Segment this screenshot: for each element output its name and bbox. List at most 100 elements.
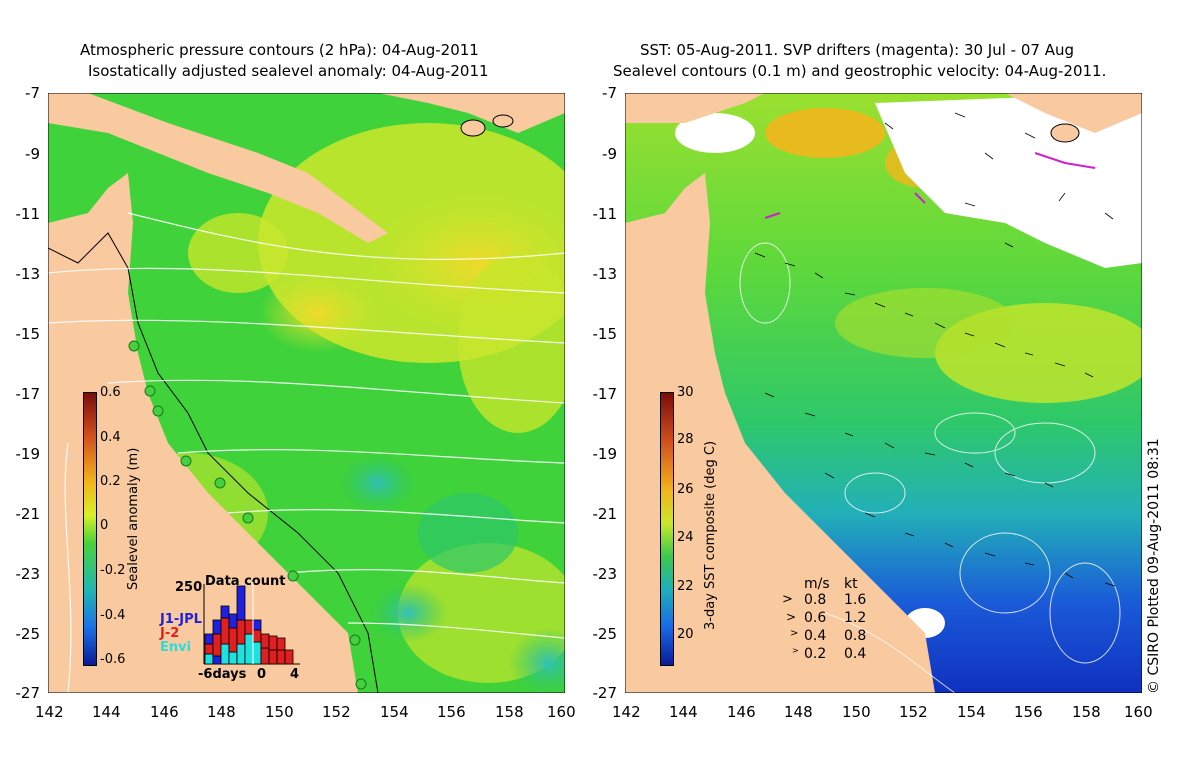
right-cbar-tick-2: 26 [677, 482, 694, 497]
lat-label: -19 [592, 445, 618, 463]
data-count-inset: Data count 250 J1-JPL J-2 Envi -6days 0 … [160, 572, 300, 684]
right-cbar-tick-4: 22 [677, 579, 694, 594]
left-title-line1: Atmospheric pressure contours (2 hPa): 0… [80, 41, 479, 59]
vel-header-ms: m/s [804, 576, 830, 592]
lon-label: 156 [1014, 703, 1043, 721]
vel-ms-2: 0.4 [804, 628, 827, 644]
lon-label: 160 [1124, 703, 1153, 721]
inset-xlabel-zero: 0 [257, 667, 267, 682]
right-cbar-tick-1: 28 [677, 432, 694, 447]
lat-label: -21 [592, 505, 618, 523]
lat-label: -17 [15, 385, 41, 403]
lat-label: -9 [602, 145, 617, 163]
right-cbar-tick-0: 30 [677, 385, 694, 400]
lon-label: 150 [842, 703, 871, 721]
png-land-right [625, 93, 765, 123]
right-map [625, 93, 1142, 693]
lat-label: -13 [15, 265, 41, 283]
lat-label: -7 [602, 84, 617, 102]
inset-legend-j2: J-2 [160, 626, 180, 641]
right-cbar-tick-3: 24 [677, 530, 694, 545]
lat-label: -11 [15, 205, 41, 223]
left-cbar-label: Sealevel anomaly (m) [126, 447, 141, 590]
lat-label: -15 [15, 325, 41, 343]
csiro-credit: © CSIRO Plotted 09-Aug-2011 08:31 [1146, 438, 1162, 694]
lon-label: 150 [265, 703, 294, 721]
lon-label: 144 [92, 703, 121, 721]
lat-label: -19 [15, 445, 41, 463]
inset-legend-j1: J1-JPL [160, 612, 202, 627]
vel-ms-1: 0.6 [804, 610, 827, 626]
lat-label: -27 [15, 684, 41, 702]
right-title-line1: SST: 05-Aug-2011. SVP drifters (magenta)… [640, 41, 1074, 59]
lat-label: -21 [15, 505, 41, 523]
tide-gauge-markers [128, 340, 367, 690]
lon-label: 144 [669, 703, 698, 721]
velocity-legend: m/s kt > 0.8 1.6 > 0.6 1.2 > 0.4 0.8 > 0… [782, 576, 872, 666]
lat-label: -9 [25, 145, 40, 163]
left-colorbar [83, 392, 97, 666]
geostrophic-velocity-arrows [754, 112, 1116, 587]
svp-drifter-tracks [764, 152, 1096, 219]
left-cbar-tick-1: 0.4 [100, 430, 121, 445]
left-cbar-tick-5: -0.4 [100, 608, 126, 623]
left-cbar-tick-2: 0.2 [100, 474, 121, 489]
lon-label: 146 [150, 703, 179, 721]
vel-arrow-0: > [782, 592, 793, 607]
australia-land-right [625, 173, 935, 693]
vel-header-kt: kt [844, 576, 858, 592]
sst-map [625, 93, 1142, 693]
lat-label: -13 [592, 265, 618, 283]
right-cbar-label: 3-day SST composite (deg C) [703, 440, 718, 630]
vel-arrow-1: > [786, 610, 797, 624]
lon-label: 146 [727, 703, 756, 721]
lat-label: -11 [592, 205, 618, 223]
lon-label: 160 [547, 703, 576, 721]
right-cbar-tick-5: 20 [677, 627, 694, 642]
left-map [48, 93, 565, 693]
left-cbar-tick-4: -0.2 [100, 563, 126, 578]
lon-label: 156 [437, 703, 466, 721]
vel-arrow-3: > [792, 646, 799, 655]
right-colorbar [660, 392, 674, 666]
lon-label: 158 [495, 703, 524, 721]
inset-bar-chart [203, 582, 300, 665]
lon-label: 148 [784, 703, 813, 721]
lon-label: 148 [207, 703, 236, 721]
vel-kt-3: 0.4 [844, 646, 867, 662]
vel-ms-3: 0.2 [804, 646, 827, 662]
lat-label: -25 [592, 625, 618, 643]
sealevel-anomaly-map [48, 93, 565, 693]
left-cbar-tick-6: -0.6 [100, 652, 126, 667]
left-title-line2: Isostatically adjusted sealevel anomaly:… [88, 62, 489, 80]
pressure-contours [48, 212, 565, 693]
inset-title: Data count [205, 574, 286, 589]
lon-label: 154 [380, 703, 409, 721]
png-land [48, 93, 388, 243]
lat-label: -7 [25, 84, 40, 102]
right-title-line2: Sealevel contours (0.1 m) and geostrophi… [613, 62, 1107, 80]
lat-label: -15 [592, 325, 618, 343]
lon-label: 142 [35, 703, 64, 721]
lat-label: -27 [592, 684, 618, 702]
vel-arrow-2: > [790, 628, 799, 639]
inset-xlabel-start: -6days [198, 667, 247, 682]
left-cbar-tick-0: 0.6 [100, 385, 121, 400]
inset-legend-envi: Envi [160, 640, 192, 655]
lon-label: 152 [899, 703, 928, 721]
lon-label: 154 [957, 703, 986, 721]
vel-ms-0: 0.8 [804, 592, 827, 608]
left-cbar-tick-3: 0 [100, 518, 109, 533]
inset-xlabel-end: 4 [290, 667, 300, 682]
lat-label: -23 [592, 565, 618, 583]
vel-kt-0: 1.6 [844, 592, 867, 608]
vel-kt-2: 0.8 [844, 628, 867, 644]
lat-label: -17 [592, 385, 618, 403]
vel-kt-1: 1.2 [844, 610, 867, 626]
lat-label: -25 [15, 625, 41, 643]
lon-label: 158 [1072, 703, 1101, 721]
australia-land [48, 173, 358, 693]
lat-label: -23 [15, 565, 41, 583]
inset-ymax: 250 [175, 580, 203, 595]
lon-label: 152 [322, 703, 351, 721]
